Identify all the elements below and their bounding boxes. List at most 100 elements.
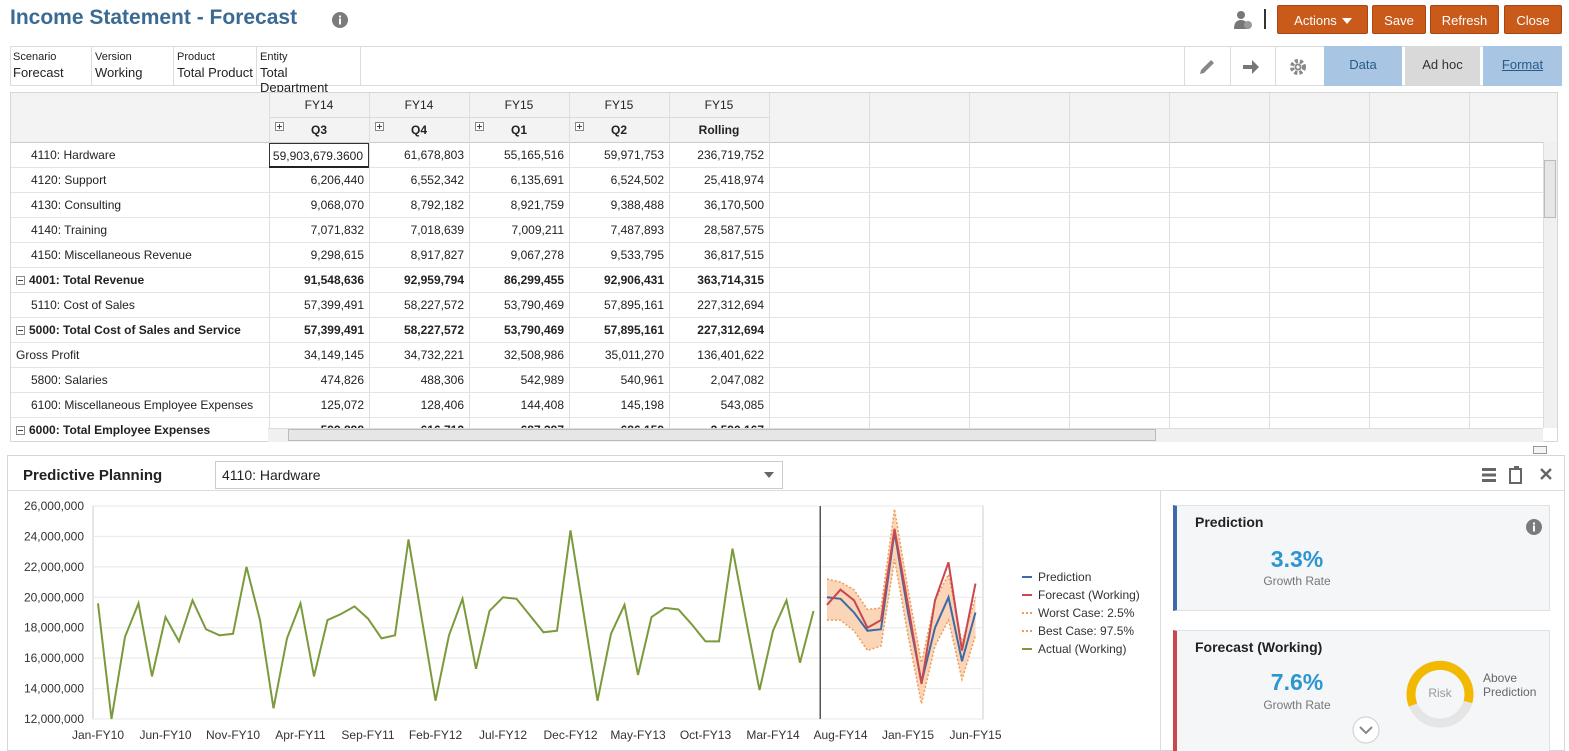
cell-value[interactable]: 9,298,615: [310, 248, 364, 262]
collapse-icon[interactable]: [16, 276, 25, 285]
cell-value[interactable]: 57,399,491: [303, 298, 364, 312]
cell-value[interactable]: 59,903,679.3600: [269, 143, 369, 168]
cell-value[interactable]: 58,227,572: [403, 298, 464, 312]
cell-value[interactable]: 6,524,502: [610, 173, 664, 187]
settings-icon[interactable]: [1288, 57, 1308, 77]
cell-value[interactable]: 86,299,455: [503, 273, 564, 287]
collapse-toggle[interactable]: [1533, 446, 1547, 454]
cell-value[interactable]: 6,135,691: [510, 173, 564, 187]
adhoc-tab[interactable]: Ad hoc: [1405, 46, 1480, 86]
pov-item[interactable]: Entity Total Department: [257, 47, 361, 95]
row-label: 4130: Consulting: [31, 198, 122, 212]
info-icon[interactable]: [331, 11, 349, 29]
user-icon[interactable]: [1233, 10, 1253, 30]
cell-value[interactable]: 7,018,639: [410, 223, 464, 237]
cell-value[interactable]: 53,790,469: [503, 298, 564, 312]
column-period: Rolling: [698, 123, 740, 137]
collapse-icon[interactable]: [16, 426, 25, 435]
cell-value[interactable]: 57,895,161: [603, 323, 664, 337]
cell-value[interactable]: 9,068,070: [310, 198, 364, 212]
row-label: 5110: Cost of Sales: [31, 298, 135, 312]
panel-icons[interactable]: [1480, 466, 1558, 484]
pov-item[interactable]: Scenario Forecast: [10, 47, 92, 85]
edit-icon[interactable]: [1197, 57, 1217, 77]
cell-value[interactable]: 91,548,636: [303, 273, 364, 287]
separator: [1230, 47, 1231, 85]
cell-value[interactable]: 34,732,221: [403, 348, 464, 362]
cell-value[interactable]: 8,921,759: [510, 198, 564, 212]
row-line: [11, 167, 1544, 168]
scroll-thumb[interactable]: [288, 429, 1156, 441]
cell-value[interactable]: 8,917,827: [410, 248, 464, 262]
row-line: [11, 192, 1544, 193]
cell-value[interactable]: 36,170,500: [703, 198, 764, 212]
cell-value[interactable]: 28,587,575: [703, 223, 764, 237]
cell-value[interactable]: 488,306: [420, 373, 464, 387]
expand-icon[interactable]: [575, 122, 584, 131]
expand-icon[interactable]: [375, 122, 384, 131]
cell-value[interactable]: 363,714,315: [697, 273, 764, 287]
cell-value[interactable]: 61,678,803: [403, 148, 464, 162]
cell-value[interactable]: 543,085: [720, 398, 764, 412]
cell-value[interactable]: 92,906,431: [603, 273, 664, 287]
cell-value[interactable]: 57,895,161: [603, 298, 664, 312]
cell-value[interactable]: 6,206,440: [310, 173, 364, 187]
info-icon[interactable]: [1525, 518, 1543, 536]
cell-value[interactable]: 8,792,182: [410, 198, 464, 212]
cell-value[interactable]: 128,406: [420, 398, 464, 412]
cell-value[interactable]: 236,719,752: [697, 148, 764, 162]
actions-button[interactable]: Actions: [1277, 5, 1368, 34]
refresh-button[interactable]: Refresh: [1430, 5, 1499, 34]
cell-value[interactable]: 9,533,795: [610, 248, 664, 262]
pov-item[interactable]: Version Working: [92, 47, 174, 85]
toolbar: [1184, 47, 1322, 85]
collapse-icon[interactable]: [16, 326, 25, 335]
cell-value[interactable]: 227,312,694: [697, 298, 764, 312]
pov-value: Total Product: [177, 65, 253, 80]
cell-value[interactable]: 227,312,694: [697, 323, 764, 337]
cell-value[interactable]: 57,399,491: [303, 323, 364, 337]
cell-value[interactable]: 540,961: [620, 373, 664, 387]
member-dropdown[interactable]: 4110: Hardware: [215, 461, 783, 489]
cell-value[interactable]: 9,067,278: [510, 248, 564, 262]
cell-value[interactable]: 36,817,515: [703, 248, 764, 262]
scroll-thumb[interactable]: [1544, 160, 1556, 218]
cell-value[interactable]: 25,418,974: [703, 173, 764, 187]
cell-value[interactable]: 32,508,986: [503, 348, 564, 362]
expand-icon[interactable]: [275, 122, 284, 131]
cell-value[interactable]: 92,959,794: [403, 273, 464, 287]
cell-value[interactable]: 9,388,488: [610, 198, 664, 212]
x-tick-label: Jun-FY10: [139, 728, 191, 742]
cell-value[interactable]: 34,149,145: [303, 348, 364, 362]
cell-value[interactable]: 474,826: [320, 373, 364, 387]
cell-value[interactable]: 6,552,342: [410, 173, 464, 187]
cell-value[interactable]: 7,071,832: [310, 223, 364, 237]
cell-value[interactable]: 145,198: [620, 398, 664, 412]
cell-value[interactable]: 53,790,469: [503, 323, 564, 337]
close-button[interactable]: Close: [1504, 5, 1562, 34]
x-tick-label: May-FY13: [610, 728, 666, 742]
row-line: [11, 367, 1544, 368]
x-tick-label: Jul-FY12: [479, 728, 527, 742]
card-title: Prediction: [1195, 514, 1264, 530]
cell-value[interactable]: 542,989: [520, 373, 564, 387]
cell-value[interactable]: 59,971,753: [603, 148, 664, 162]
cell-value[interactable]: 35,011,270: [604, 348, 664, 362]
expand-icon[interactable]: [475, 122, 484, 131]
cell-value[interactable]: 125,072: [320, 398, 364, 412]
cell-value[interactable]: 55,165,516: [503, 148, 564, 162]
data-tab[interactable]: Data: [1324, 46, 1402, 86]
pov-item[interactable]: Product Total Product: [174, 47, 257, 85]
arrow-icon[interactable]: [1241, 57, 1261, 77]
expand-button[interactable]: [1351, 715, 1381, 745]
cell-value[interactable]: 136,401,622: [697, 348, 764, 362]
x-tick-label: Dec-FY12: [543, 728, 597, 742]
save-button[interactable]: Save: [1372, 5, 1426, 34]
cell-value[interactable]: 144,408: [520, 398, 564, 412]
cell-value[interactable]: 2,047,082: [710, 373, 764, 387]
cell-value[interactable]: 7,487,893: [610, 223, 664, 237]
cell-value[interactable]: 58,227,572: [403, 323, 464, 337]
cell-value[interactable]: 7,009,211: [511, 223, 565, 237]
format-tab[interactable]: Format: [1483, 46, 1562, 86]
